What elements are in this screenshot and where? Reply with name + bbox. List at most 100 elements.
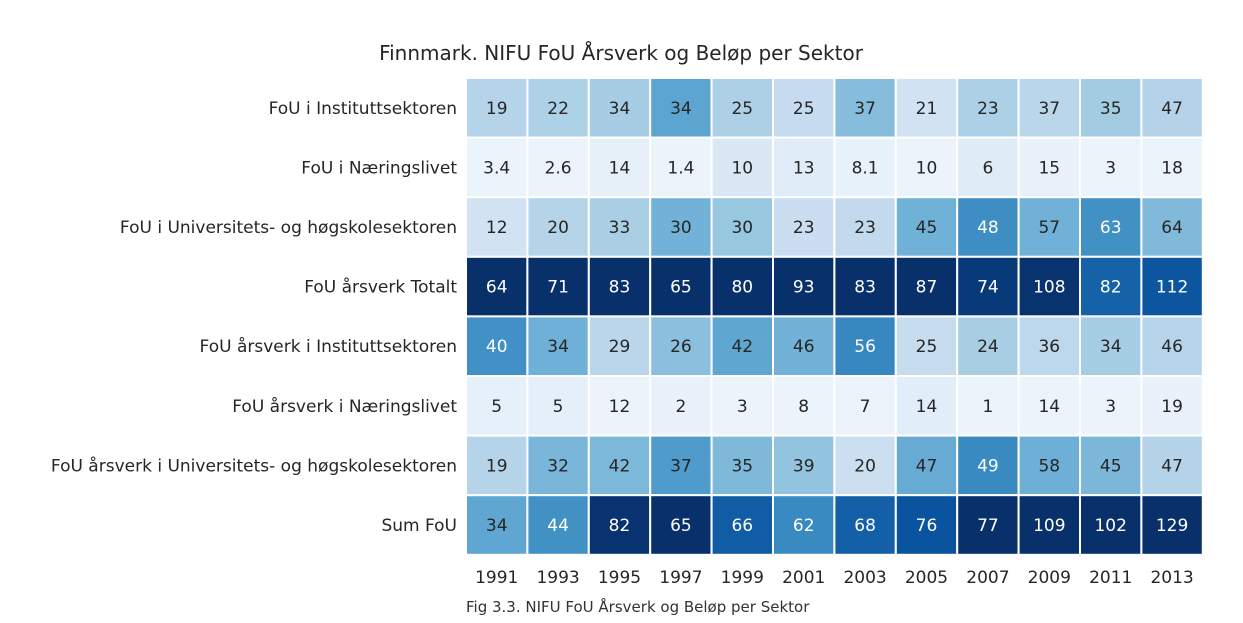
heatmap-cell-value: 44 [547,516,569,536]
heatmap-cell-value: 25 [731,99,753,119]
heatmap-cell-value: 12 [486,218,508,238]
heatmap-cell [710,196,774,258]
heatmap-cell-value: 14 [1038,397,1060,417]
heatmap-cell [1140,375,1204,437]
heatmap-cell-value: 34 [486,516,508,536]
heatmap-cell [772,77,836,139]
heatmap-cell-value: 29 [609,337,631,357]
heatmap-cell [526,494,590,556]
heatmap-cell-value: 1 [982,397,993,417]
heatmap-cell-value: 42 [609,456,631,476]
y-tick-label: FoU årsverk i Næringslivet [232,396,457,417]
heatmap-cell [1140,494,1204,556]
heatmap-cell [526,136,590,199]
heatmap-cell-value: 129 [1156,516,1188,536]
heatmap-cell-value: 30 [731,218,753,238]
heatmap-cell [772,255,836,318]
heatmap-cell-value: 6 [982,158,993,178]
heatmap-cell [1017,255,1081,318]
heatmap-cell [1140,77,1204,139]
heatmap-cell-value: 32 [547,456,569,476]
heatmap-cell-value: 25 [916,337,938,357]
heatmap-cell-value: 18 [1161,158,1183,178]
heatmap-cell [649,136,713,199]
heatmap-cell-value: 82 [1100,278,1122,298]
heatmap-cell [465,434,529,497]
heatmap-cell-value: 93 [793,278,815,298]
heatmap-cell-value: 108 [1033,278,1065,298]
heatmap-cell-value: 80 [731,278,753,298]
heatmap-cell [587,494,652,556]
heatmap-cell-value: 34 [670,99,692,119]
heatmap-cell-value: 8.1 [852,158,879,178]
heatmap-cell [894,136,959,199]
heatmap-cell-value: 2.6 [545,158,572,178]
heatmap-cell-value: 37 [1038,99,1060,119]
heatmap-cell [1017,434,1081,497]
heatmap-cell [772,375,836,437]
heatmap-cell-value: 40 [486,337,508,357]
heatmap-cell [1017,136,1081,199]
heatmap-cell-value: 63 [1100,218,1122,238]
heatmap-cell [956,494,1020,556]
heatmap-cell-value: 15 [1038,158,1060,178]
heatmap-cell-value: 48 [977,218,999,238]
heatmap-cell-value: 19 [1161,397,1183,417]
heatmap-cell [710,494,774,556]
heatmap-cell [833,434,897,497]
heatmap-cell [587,434,652,497]
heatmap-cell-value: 1.4 [667,158,694,178]
heatmap-cell-value: 25 [793,99,815,119]
heatmap-cell-value: 21 [916,99,938,119]
heatmap-cell [1140,196,1204,258]
heatmap-cell-value: 5 [491,397,502,417]
heatmap-cell-value: 42 [731,337,753,357]
x-tick-label: 1991 [475,568,518,588]
heatmap-cell [526,434,590,497]
heatmap-cell-value: 66 [731,516,753,536]
heatmap-cell-value: 83 [854,278,876,298]
heatmap-cell-value: 35 [1100,99,1122,119]
heatmap-cell-value: 33 [609,218,631,238]
heatmap-cell-value: 82 [609,516,631,536]
heatmap-cell-value: 20 [547,218,569,238]
heatmap-cell-value: 23 [854,218,876,238]
heatmap-cell-value: 2 [675,397,686,417]
x-tick-label: 1997 [659,568,702,588]
x-tick-label: 2009 [1028,568,1071,588]
heatmap-cell [526,315,590,377]
heatmap-cell [465,494,529,556]
heatmap-cell-value: 46 [793,337,815,357]
heatmap-cell-value: 71 [547,278,569,298]
x-tick-label: 2001 [782,568,825,588]
heatmap-cell [587,315,652,377]
heatmap-cell [956,136,1020,199]
heatmap-cell-value: 45 [916,218,938,238]
heatmap-cell [1140,434,1204,497]
x-axis-labels: 1991 1993 1995 1997 1999 2001 2003 2005 2007 2009… [475,568,1194,588]
heatmap-cell [833,315,897,377]
heatmap-cell-value: 45 [1100,456,1122,476]
heatmap-cell [710,434,774,497]
heatmap-cell-value: 3 [1105,397,1116,417]
heatmap-cell [772,434,836,497]
heatmap-cell-value: 109 [1033,516,1065,536]
heatmap-cell [894,77,959,139]
heatmap-cell-value: 74 [977,278,999,298]
heatmap-cell-value: 56 [854,337,876,357]
heatmap-cell-value: 30 [670,218,692,238]
y-tick-label: FoU årsverk i Universitets- og høgskoles… [51,455,457,476]
heatmap-cell-value: 37 [670,456,692,476]
x-tick-label: 1993 [536,568,579,588]
heatmap-cell-value: 64 [1161,218,1183,238]
heatmap-cell-value: 68 [854,516,876,536]
heatmap-cell [1017,494,1081,556]
heatmap-cell-value: 3 [737,397,748,417]
heatmap-cell-value: 26 [670,337,692,357]
heatmap-cell-value: 3 [1105,158,1116,178]
heatmap-cell [465,375,529,437]
y-tick-label: FoU i Universitets- og høgskolesektoren [120,218,457,238]
heatmap-cell [1140,255,1204,318]
heatmap-cell [1079,255,1143,318]
heatmap-cell-value: 24 [977,337,999,357]
